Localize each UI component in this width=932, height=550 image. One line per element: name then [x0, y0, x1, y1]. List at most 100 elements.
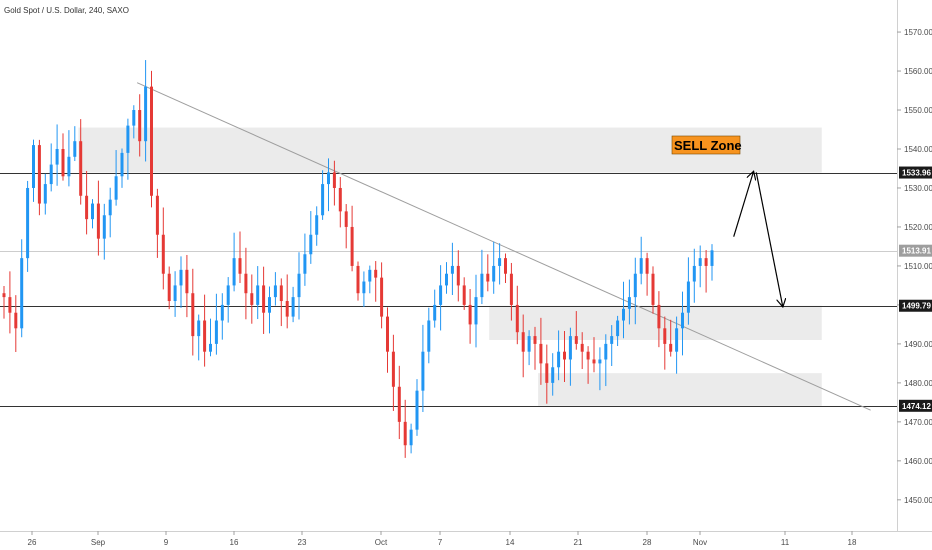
candle-body: [226, 285, 230, 305]
candle-body: [474, 297, 478, 325]
candle-body: [557, 351, 561, 368]
candle: [185, 254, 189, 318]
candle: [539, 317, 543, 385]
candle: [226, 277, 230, 323]
candle-body: [238, 258, 242, 274]
candle: [120, 148, 124, 188]
candle-body: [380, 277, 384, 317]
candle-body: [285, 301, 289, 317]
candle-body: [185, 269, 189, 294]
candle-body: [132, 110, 136, 126]
candle-body: [303, 254, 307, 274]
candle: [492, 241, 496, 294]
candle: [692, 248, 696, 303]
candle-body: [309, 234, 313, 255]
price-tick-label: 1480.00: [904, 379, 932, 388]
zone-3: [538, 373, 822, 406]
candle-body: [462, 285, 466, 305]
candle: [155, 188, 159, 258]
candle-body: [244, 273, 248, 294]
candle: [197, 314, 201, 361]
candle-body: [563, 351, 566, 360]
candle: [557, 330, 561, 381]
candle: [368, 265, 372, 294]
candle: [474, 274, 478, 348]
candle: [96, 180, 100, 256]
candle-body: [85, 195, 89, 220]
candle-body: [480, 273, 484, 298]
candle: [303, 233, 307, 286]
candle: [462, 277, 466, 310]
candle: [515, 285, 519, 345]
candle: [238, 231, 242, 284]
candle-body: [568, 336, 572, 360]
time-tick-label: Oct: [375, 538, 388, 547]
candle: [527, 330, 531, 366]
price-level-text: 1513.91: [902, 247, 931, 256]
candle-body: [179, 269, 183, 286]
candle: [604, 334, 608, 387]
candle: [126, 118, 130, 180]
candle: [563, 331, 566, 383]
price-level-text: 1533.96: [902, 169, 931, 178]
candle: [167, 266, 171, 310]
candle: [67, 130, 71, 187]
candle-body: [350, 226, 354, 266]
candle: [214, 293, 218, 355]
candle: [49, 143, 53, 192]
candle-body: [2, 293, 6, 298]
candle-body: [356, 265, 360, 294]
candle: [380, 262, 384, 329]
candle: [338, 177, 342, 228]
candle: [409, 423, 413, 454]
candle-body: [273, 285, 277, 298]
sell-zone-label: SELL Zone: [674, 138, 742, 153]
candle: [468, 289, 472, 344]
candle-body: [32, 145, 35, 188]
candle-body: [698, 258, 702, 266]
candle-body: [161, 234, 165, 274]
candle-body: [651, 273, 655, 305]
time-tick-label: 28: [643, 538, 652, 547]
candle: [586, 346, 590, 384]
candle: [161, 207, 165, 290]
candle: [244, 247, 248, 320]
candle-body: [498, 258, 502, 266]
candle-body: [450, 265, 454, 274]
price-axis[interactable]: 1450.001460.001470.001480.001490.001500.…: [897, 28, 932, 505]
time-tick-label: Sep: [91, 538, 106, 547]
arrows-layer: [733, 172, 783, 305]
candle-body: [445, 273, 448, 286]
candle: [445, 262, 448, 294]
candle-body: [421, 351, 425, 391]
candle-body: [616, 320, 620, 337]
candle: [279, 278, 283, 327]
candle-body: [539, 343, 543, 364]
price-tick-label: 1520.00: [904, 223, 932, 232]
candle-body: [279, 285, 283, 302]
candle: [179, 256, 183, 308]
candle: [37, 139, 41, 216]
candle-body: [521, 332, 525, 352]
candle: [191, 268, 195, 356]
candle-body: [150, 86, 153, 196]
candle: [663, 316, 667, 370]
candle: [356, 261, 360, 301]
candle: [509, 262, 513, 321]
candle: [580, 332, 584, 370]
candle-body: [386, 316, 389, 352]
price-tick-label: 1470.00: [904, 418, 932, 427]
candle-body: [627, 297, 631, 309]
candle: [651, 266, 655, 314]
candle-body: [197, 320, 201, 337]
candle: [262, 266, 266, 334]
time-axis[interactable]: 26 Sep 9 16 23 Oct 7 14 21 28 Nov 11 18: [28, 531, 857, 547]
candle: [20, 239, 24, 338]
trendline: [136, 82, 871, 411]
candle-body: [191, 293, 195, 337]
candles-layer: [2, 60, 714, 458]
candle: [592, 337, 596, 373]
